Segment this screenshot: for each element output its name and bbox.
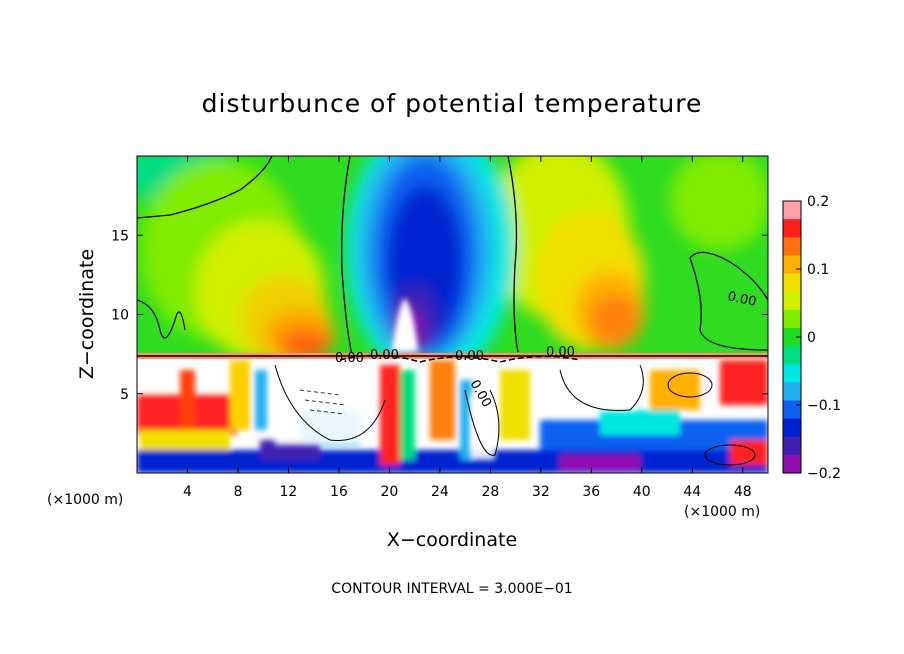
colorbar-tick-label: 0	[807, 330, 816, 346]
contour-label: 0.00	[370, 348, 399, 363]
x-axis-label: X−coordinate	[387, 529, 517, 551]
colorbar-tick-label: −0.2	[807, 466, 841, 482]
colorbar-tick-label: 0.2	[807, 194, 829, 210]
colorbar-swatch	[783, 346, 801, 365]
colorbar-swatch	[783, 436, 801, 456]
colorbar-swatch	[783, 291, 801, 311]
y-tick-label: 5	[120, 387, 129, 403]
colorbar-swatch	[783, 255, 801, 275]
y-tick-label: 15	[111, 228, 129, 244]
y-axis-label: Z−coordinate	[76, 249, 98, 379]
x-unit-left: (×1000 m)	[47, 492, 123, 508]
chart-title: disturbunce of potential temperature	[202, 89, 703, 118]
x-tick-label: 16	[330, 484, 348, 500]
contour-interval-note: CONTOUR INTERVAL = 3.000E−01	[331, 581, 572, 597]
colorbar-swatch	[783, 400, 801, 420]
x-tick-label: 24	[431, 484, 449, 500]
x-tick-label: 8	[233, 484, 242, 500]
contour-label: 0.00	[726, 289, 757, 310]
y-tick-label: 10	[111, 308, 129, 324]
colorbar-tick-label: 0.1	[807, 262, 829, 278]
contour-label: 0.00	[335, 351, 364, 366]
colorbar-swatch	[783, 219, 801, 238]
colorbar-swatch	[783, 364, 801, 383]
colorbar-swatch	[783, 418, 801, 438]
x-tick-label: 48	[734, 484, 752, 500]
colorbar-swatch	[783, 309, 801, 329]
colorbar-swatch	[783, 237, 801, 256]
colorbar-swatch	[783, 382, 801, 401]
colorbar-ticks: 0.2 0.1 0 −0.1 −0.2	[796, 194, 841, 482]
colorbar-swatch	[783, 273, 801, 293]
plot-area	[137, 156, 768, 473]
x-axis: 4 8 12 16 20 24 28 32 36 40 44 48	[183, 156, 752, 500]
x-tick-label: 20	[380, 484, 398, 500]
lower-field	[137, 356, 768, 473]
colorbar-swatch	[783, 201, 801, 220]
x-unit-right: (×1000 m)	[684, 504, 760, 520]
x-tick-label: 32	[532, 484, 550, 500]
colorbar-swatch	[783, 327, 801, 347]
colorbar-tick-label: −0.1	[807, 398, 841, 414]
x-tick-label: 40	[633, 484, 651, 500]
y-axis: 5 10 15	[111, 228, 768, 403]
contour-label: 0.00	[455, 349, 484, 364]
contour-label: 0.00	[546, 345, 575, 360]
x-tick-label: 4	[183, 484, 192, 500]
x-tick-label: 12	[280, 484, 298, 500]
x-tick-label: 44	[683, 484, 701, 500]
colorbar-swatch	[783, 454, 801, 474]
x-tick-label: 36	[582, 484, 600, 500]
colorbar	[782, 200, 802, 474]
upper-field	[137, 156, 768, 356]
x-tick-label: 28	[481, 484, 499, 500]
